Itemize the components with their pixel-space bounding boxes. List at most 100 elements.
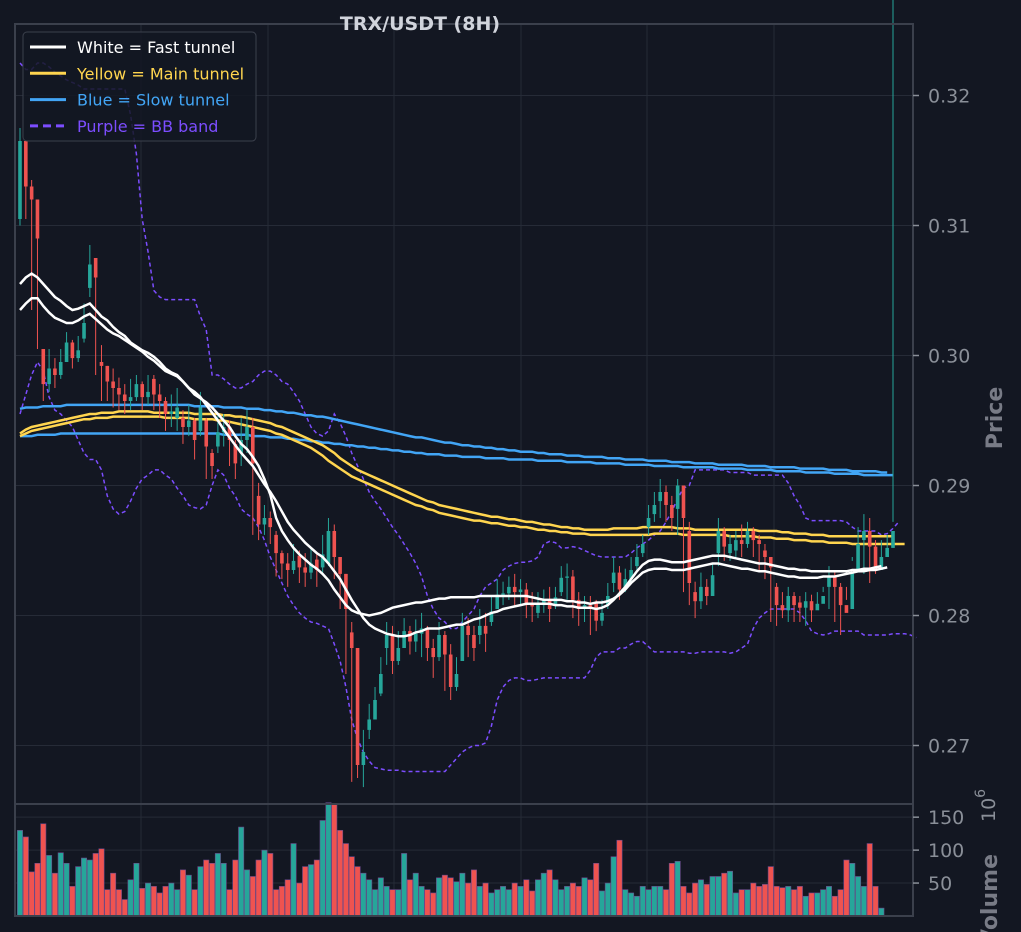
volume-bar-up (552, 879, 559, 917)
volume-bar-up (377, 877, 384, 917)
volume-bar-up (849, 862, 856, 917)
candle-body-up (699, 586, 703, 602)
volume-bar-down (546, 869, 553, 917)
candle-body-down (838, 586, 843, 606)
candle-body-down (594, 602, 598, 621)
volume-bar-down (593, 862, 600, 917)
candle-body-down (670, 505, 674, 518)
volume-bar-up (145, 882, 152, 917)
volume-exponent-base: 10 (978, 798, 1000, 822)
volume-bar-down (51, 872, 58, 917)
volume-bar-up (500, 886, 507, 917)
candle-body-up (646, 518, 651, 528)
candle-body-up (501, 593, 505, 595)
candle-body-up (18, 141, 22, 219)
candle-body-up (454, 674, 459, 687)
volume-bar-down (447, 877, 454, 917)
candle-body-down (227, 427, 232, 440)
candle-body-down (280, 553, 284, 564)
candle-body-up (245, 427, 249, 440)
candle-body-up (879, 557, 884, 570)
volume-bar-up (540, 872, 547, 917)
price-tick-label: 0.31 (928, 216, 970, 238)
volume-bar-down (226, 889, 233, 917)
fast-tunnel-line (19, 297, 888, 617)
candle-body-up (88, 264, 92, 288)
volume-bar-up (855, 876, 862, 917)
candle-body-down (681, 485, 686, 518)
candle-body-up (320, 554, 325, 568)
volume-bar-down (104, 889, 111, 917)
candle-body-down (24, 141, 28, 187)
volume-bar-down (209, 862, 216, 917)
candle-body-up (536, 605, 540, 613)
candle-body-down (53, 368, 57, 375)
volume-bar-up (75, 866, 82, 917)
volume-bar-up (412, 872, 419, 917)
volume-bar-down (255, 859, 262, 917)
candle-body-down (425, 628, 430, 648)
volume-bar-up (86, 859, 93, 917)
candle-body-down (722, 531, 727, 547)
candle-body-up (326, 531, 331, 564)
volume-bar-down (337, 830, 344, 917)
candle-body-down (274, 534, 278, 554)
candle-body-up (611, 572, 616, 583)
volume-bar-down (761, 884, 768, 917)
candle-body-up (786, 596, 791, 611)
candle-body-down (332, 531, 337, 557)
volume-axis-label: Volume (978, 854, 1003, 932)
bb-upper-line (19, 62, 900, 630)
volume-bar-up (17, 830, 23, 917)
candle-body-down (739, 540, 744, 544)
candle-body-up (413, 633, 418, 642)
candle-body-up (827, 576, 831, 587)
candle-body-down (192, 420, 197, 440)
candle-body-up (291, 560, 296, 570)
volume-bar-up (628, 892, 635, 917)
volume-bar-up (744, 889, 751, 917)
volume-bar-down (866, 843, 873, 917)
volume-bar-up (401, 853, 408, 917)
candle-body-down (483, 625, 488, 634)
price-tick-label: 0.29 (928, 476, 970, 498)
volume-bar-down (872, 886, 879, 917)
candle-body-down (338, 557, 342, 574)
volume-bar-down (342, 843, 349, 917)
candle-body-down (122, 394, 127, 401)
volume-bar-down (470, 869, 477, 917)
volume-bar-up (168, 882, 175, 917)
candle-body-down (204, 420, 209, 447)
volume-bar-down (69, 886, 76, 917)
volume-bar-up (697, 879, 704, 917)
candle-body-up (623, 579, 628, 590)
volume-bar-down (808, 892, 815, 917)
candle-body-down (355, 648, 360, 765)
volume-bar-up (436, 877, 443, 917)
volume-bar-up (820, 889, 827, 917)
candle-body-up (640, 544, 645, 554)
volume-tick-label: 150 (928, 807, 964, 829)
candle-body-up (652, 505, 657, 515)
volume-bar-up (185, 874, 192, 917)
volume-bar-down (465, 882, 472, 917)
volume-bar-down (267, 853, 274, 917)
volume-bar-up (238, 826, 245, 917)
price-tick-label: 0.27 (928, 736, 970, 758)
volume-bar-down (179, 869, 186, 917)
candle-body-down (448, 654, 453, 687)
volume-bar-down (191, 889, 198, 917)
volume-bar-up (459, 872, 466, 917)
volume-bar-up (214, 853, 221, 917)
volume-bar-down (34, 862, 41, 917)
candle-body-up (734, 540, 738, 551)
candle-body-up (373, 700, 377, 720)
candle-body-down (70, 342, 75, 359)
candle-body-down (285, 563, 290, 570)
candle-body-down (163, 401, 168, 414)
volume-bar-down (616, 839, 623, 917)
volume-bar-down (441, 874, 448, 917)
volume-bar-down (331, 803, 338, 917)
price-tick-label: 0.32 (928, 86, 970, 108)
